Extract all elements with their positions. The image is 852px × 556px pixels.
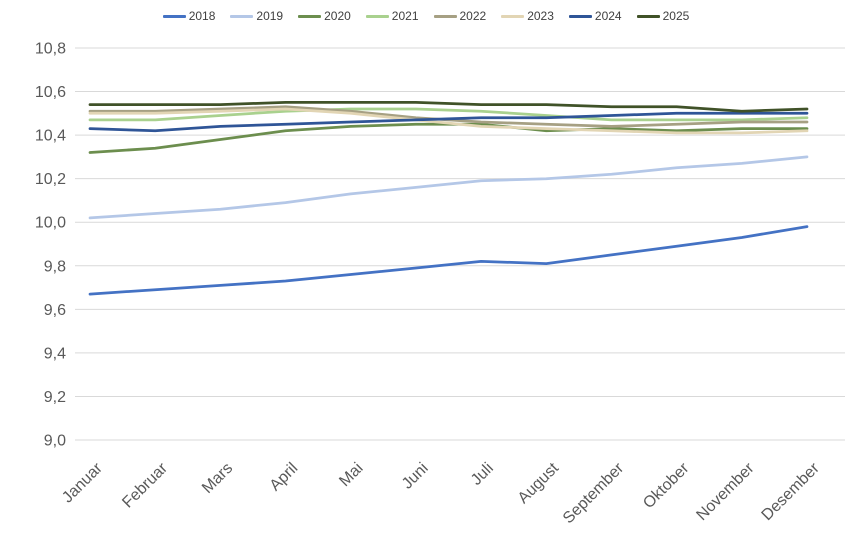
legend-swatch-2020 (298, 14, 322, 18)
series-line-2024 (88, 111, 809, 133)
y-axis-tick-label: 9,2 (44, 389, 66, 406)
legend-label: 2025 (662, 9, 690, 23)
x-axis-tick-label: August (515, 459, 563, 507)
series-line-2018 (88, 225, 809, 296)
legend-item-2025: 2025 (636, 9, 690, 23)
x-axis-tick-label: Mars (199, 460, 236, 497)
legend-swatch-2023 (501, 14, 525, 18)
y-axis-tick-label: 10,2 (35, 171, 66, 188)
y-axis-tick-label: 9,8 (44, 258, 66, 275)
legend-label: 2024 (594, 9, 622, 23)
legend-swatch-2021 (365, 14, 389, 18)
legend-item-2024: 2024 (568, 9, 622, 23)
series-line-2021 (88, 107, 809, 122)
legend-item-2021: 2021 (365, 9, 419, 23)
x-axis-tick-label: Juni (399, 460, 432, 493)
x-axis-tick-label: Januar (59, 459, 106, 506)
y-axis-tick-label: 9,0 (44, 433, 66, 450)
legend-label: 2021 (391, 9, 419, 23)
y-axis-tick-label: 10,8 (35, 41, 66, 58)
x-axis-tick-label: Mai (336, 460, 366, 490)
legend-item-2022: 2022 (433, 9, 487, 23)
x-axis-tick-label: Oktober (640, 459, 693, 512)
y-axis-tick-label: 10,4 (35, 128, 66, 145)
legend-label: 2023 (527, 9, 554, 23)
x-axis-tick-label: Juli (468, 460, 497, 489)
series-line-2025 (88, 101, 809, 113)
legend-swatch-2018 (162, 14, 186, 18)
legend-label: 2022 (459, 9, 487, 23)
legend-label: 2018 (188, 9, 216, 23)
legend-swatch-2022 (433, 14, 457, 18)
y-axis-tick-label: 9,6 (44, 302, 66, 319)
series-line-2023 (88, 107, 809, 135)
x-axis-tick-label: Februar (119, 459, 171, 511)
x-axis-tick-label: November (693, 459, 758, 524)
legend-item-2019: 2019 (230, 9, 283, 23)
series-line-2019 (88, 155, 809, 220)
x-axis-tick-label: September (560, 459, 628, 527)
legend-item-2018: 2018 (162, 9, 216, 23)
legend-label: 2020 (324, 9, 351, 23)
legend-label: 2019 (256, 9, 284, 23)
x-axis-tick-label: April (267, 460, 302, 495)
legend-item-2020: 2020 (298, 9, 351, 23)
y-axis-tick-label: 9,4 (44, 345, 66, 362)
legend-swatch-2025 (636, 14, 660, 18)
legend-item-2023: 2023 (501, 9, 554, 23)
legend-swatch-2024 (568, 14, 592, 18)
y-axis-tick-label: 10,0 (35, 215, 66, 232)
chart-legend: 2018 2019 2020 2021 2022 2023 2024 2025 (0, 9, 852, 23)
legend-swatch-2019 (230, 14, 254, 18)
y-axis-tick-label: 10,6 (35, 84, 66, 101)
x-axis-tick-label: Desember (759, 459, 824, 524)
